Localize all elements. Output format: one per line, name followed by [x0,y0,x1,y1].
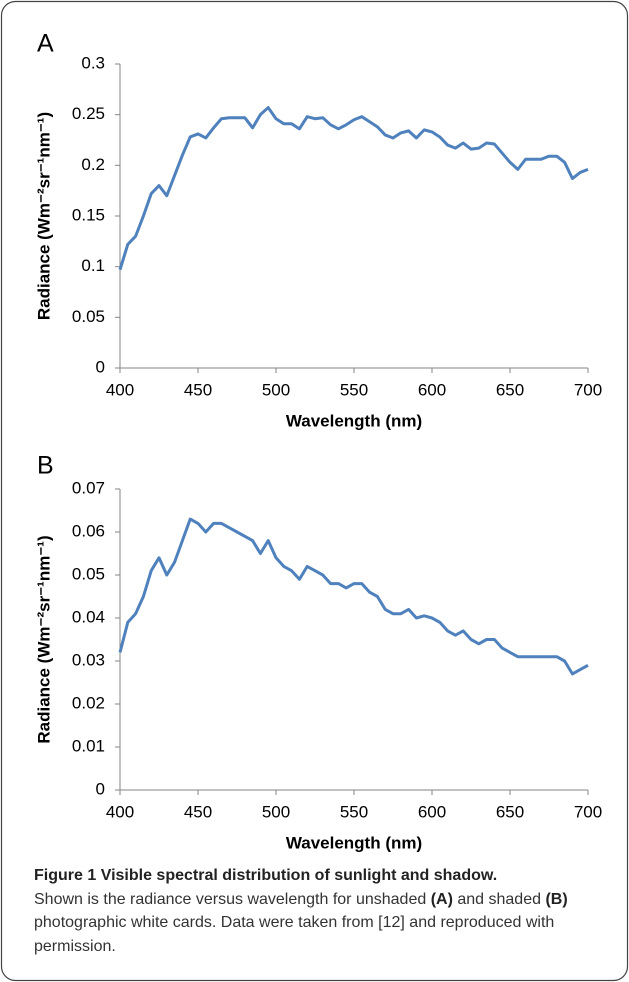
y-tick-label: 0.05 [72,564,105,583]
y-tick-label: 0.1 [81,256,105,275]
y-tick-label: 0.01 [72,736,105,755]
x-tick-label: 600 [418,380,446,399]
data-line [118,517,589,676]
y-tick-label: 0.3 [81,53,105,72]
panel-label: B [37,452,54,480]
y-tick-label: 0.04 [72,607,105,626]
x-tick-label: 550 [340,802,368,821]
x-tick-label: 700 [574,380,602,399]
x-axis-title: Wavelength (nm) [286,833,422,852]
y-tick-label: 0 [96,357,105,376]
panel-label: A [37,30,54,58]
y-tick-label: 0.25 [72,104,105,123]
caption-text: photographic white cards. Data were take… [34,914,555,955]
y-tick-label: 0.2 [81,155,105,174]
y-tick-label: 0.03 [72,650,105,669]
caption: Figure 1 Visible spectral distribution o… [34,864,604,958]
caption-label: Figure 1 [34,867,97,884]
x-tick-label: 500 [262,380,290,399]
data-line [118,106,589,271]
x-tick-label: 500 [262,802,290,821]
x-tick-label: 650 [496,802,524,821]
x-tick-label: 550 [340,380,368,399]
x-tick-label: 450 [184,802,212,821]
caption-text: Shown is the radiance versus wavelength … [34,890,431,908]
y-axis-title: Radiance (Wm⁻²sr⁻¹nm⁻¹) [34,535,53,743]
y-tick-label: 0.15 [72,205,105,224]
x-tick-label: 400 [106,380,134,399]
x-tick-label: 600 [418,802,446,821]
x-tick-label: 650 [496,380,524,399]
caption-ref: (B) [545,890,568,908]
y-tick-label: 0.07 [72,478,105,497]
x-axis-title: Wavelength (nm) [286,411,422,430]
x-tick-label: 450 [184,380,212,399]
y-axis-title: Radiance (Wm⁻²sr⁻¹nm⁻¹) [34,112,53,320]
caption-text: and shaded [452,890,546,908]
caption-title: Visible spectral distribution of sunligh… [100,867,498,884]
y-tick-label: 0 [96,779,105,798]
caption-ref: (A) [430,890,453,908]
x-tick-label: 400 [106,802,134,821]
x-tick-label: 700 [574,802,602,821]
y-tick-label: 0.05 [72,307,105,326]
y-tick-label: 0.02 [72,693,105,712]
y-tick-label: 0.06 [72,521,105,540]
